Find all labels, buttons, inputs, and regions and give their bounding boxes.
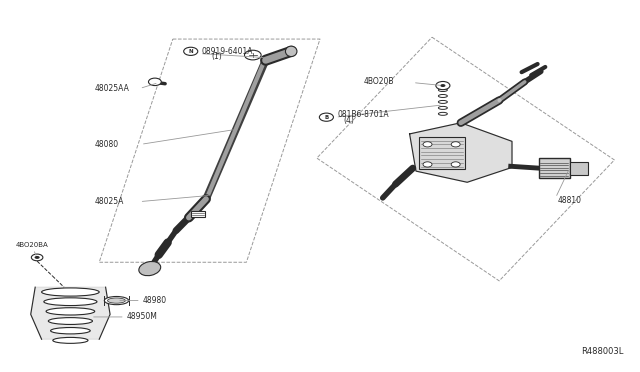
Polygon shape bbox=[31, 287, 110, 339]
Ellipse shape bbox=[438, 89, 447, 92]
Text: R488003L: R488003L bbox=[582, 347, 624, 356]
Text: 48025AA: 48025AA bbox=[95, 84, 129, 93]
Text: 4BO20B: 4BO20B bbox=[364, 77, 394, 86]
Text: N: N bbox=[188, 49, 193, 54]
FancyBboxPatch shape bbox=[539, 158, 570, 178]
Text: B: B bbox=[324, 115, 328, 120]
Ellipse shape bbox=[53, 337, 88, 343]
FancyBboxPatch shape bbox=[419, 137, 465, 169]
Circle shape bbox=[436, 81, 450, 90]
Text: 48980: 48980 bbox=[143, 296, 167, 305]
Ellipse shape bbox=[104, 296, 129, 305]
Text: 4BO20BA: 4BO20BA bbox=[16, 242, 49, 248]
Circle shape bbox=[148, 78, 161, 86]
Ellipse shape bbox=[46, 289, 95, 295]
Ellipse shape bbox=[438, 94, 447, 97]
Ellipse shape bbox=[438, 112, 447, 115]
Text: 08919-6401A: 08919-6401A bbox=[202, 47, 253, 56]
Text: 48950M: 48950M bbox=[127, 312, 157, 321]
Circle shape bbox=[319, 113, 333, 121]
Ellipse shape bbox=[54, 329, 87, 333]
Ellipse shape bbox=[56, 339, 85, 342]
Text: (4): (4) bbox=[344, 116, 355, 125]
Circle shape bbox=[244, 50, 261, 60]
Ellipse shape bbox=[44, 298, 97, 305]
FancyBboxPatch shape bbox=[191, 211, 205, 217]
Ellipse shape bbox=[46, 308, 95, 315]
Ellipse shape bbox=[50, 309, 91, 314]
Ellipse shape bbox=[42, 288, 99, 296]
Circle shape bbox=[35, 256, 40, 259]
Ellipse shape bbox=[48, 299, 93, 304]
Ellipse shape bbox=[139, 262, 161, 276]
Text: 48810: 48810 bbox=[558, 196, 582, 205]
Ellipse shape bbox=[438, 100, 447, 103]
Text: (1): (1) bbox=[211, 52, 222, 61]
Circle shape bbox=[184, 47, 198, 55]
Circle shape bbox=[423, 162, 432, 167]
Ellipse shape bbox=[108, 298, 125, 303]
Ellipse shape bbox=[49, 318, 93, 324]
Circle shape bbox=[451, 142, 460, 147]
Circle shape bbox=[451, 162, 460, 167]
Text: 081B6-8701A: 081B6-8701A bbox=[337, 110, 389, 119]
Polygon shape bbox=[410, 123, 512, 182]
FancyBboxPatch shape bbox=[570, 162, 588, 175]
Text: 48025A: 48025A bbox=[95, 197, 124, 206]
Text: 48080: 48080 bbox=[95, 140, 119, 149]
Ellipse shape bbox=[51, 327, 90, 334]
Circle shape bbox=[423, 142, 432, 147]
Ellipse shape bbox=[438, 106, 447, 109]
Circle shape bbox=[440, 84, 445, 87]
Ellipse shape bbox=[285, 46, 297, 57]
Ellipse shape bbox=[52, 319, 89, 323]
Circle shape bbox=[31, 254, 43, 261]
